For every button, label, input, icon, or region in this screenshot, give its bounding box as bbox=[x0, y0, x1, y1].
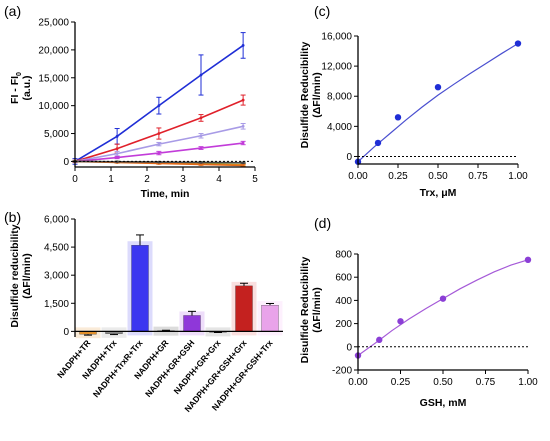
y-tick-label-b: 0 bbox=[63, 327, 69, 338]
data-point-a bbox=[199, 134, 203, 138]
data-point-a bbox=[199, 146, 203, 150]
panel-label-a: (a) bbox=[4, 3, 21, 19]
data-point-a bbox=[199, 116, 203, 120]
panel-label-c: (c) bbox=[314, 3, 330, 19]
x-tick-label: 0.25 bbox=[388, 171, 408, 182]
y-tick-label-a: 0 bbox=[63, 157, 69, 168]
x-tick-label: 1.00 bbox=[508, 171, 528, 182]
data-point bbox=[434, 84, 442, 91]
x-tick-label-a: 5 bbox=[252, 174, 258, 185]
bar-b bbox=[235, 285, 253, 332]
data-point-a bbox=[115, 152, 119, 156]
line-chart-a: 0 5,000 10,000 15,000 20,000 25,000 0 1 2 3 4 5 Tim… bbox=[9, 18, 258, 201]
data-point-a bbox=[241, 141, 245, 145]
y-tick-label-b: 4,500 bbox=[44, 243, 69, 254]
y-tick-label-b: 6,000 bbox=[44, 215, 69, 226]
x-tick-label: 0.50 bbox=[428, 171, 448, 182]
axis-x-label-d: GSH, mM bbox=[420, 397, 467, 409]
data-point bbox=[376, 336, 383, 344]
data-point-a bbox=[157, 104, 161, 108]
panel-label-d: (d) bbox=[314, 215, 331, 231]
data-point-a bbox=[241, 161, 245, 165]
bar-chart-b: 01,5003,0004,5006,000NADPH+TRNADPH+TrxNA… bbox=[9, 215, 283, 414]
axis-y-label-a: FI - FI0 bbox=[9, 72, 23, 104]
axis-y-unit-a: (a.u.) bbox=[21, 75, 33, 100]
x-tick-label: 0.25 bbox=[391, 377, 411, 388]
scatter-chart-c: 0 4,000 8,000 12,000 16,000 0.00 0.25 0.50 0.75 1… bbox=[299, 32, 528, 200]
x-tick-label-a: 1 bbox=[108, 174, 114, 185]
data-point-a bbox=[157, 132, 161, 135]
y-tick-label: -200 bbox=[332, 366, 352, 377]
axis-x-label-c: Trx, μM bbox=[420, 187, 457, 199]
y-tick-label: 12,000 bbox=[321, 62, 352, 73]
y-tick-label-a: 10,000 bbox=[38, 101, 69, 112]
data-point-a bbox=[241, 164, 245, 167]
data-point-a bbox=[157, 151, 161, 155]
data-point-a bbox=[199, 73, 203, 77]
data-point bbox=[514, 40, 522, 47]
data-point-a bbox=[115, 147, 119, 150]
y-tick-label: 0 bbox=[346, 342, 352, 353]
axis-y-label-b: Disulfide reducibility bbox=[9, 224, 21, 327]
y-tick-label: 400 bbox=[335, 296, 352, 307]
bar-b bbox=[131, 245, 149, 332]
x-tick-label: 0.50 bbox=[433, 377, 453, 388]
data-point-a bbox=[241, 124, 245, 128]
data-point bbox=[439, 295, 447, 302]
x-tick-label-a: 4 bbox=[216, 174, 222, 185]
data-point-a bbox=[241, 98, 245, 102]
data-point bbox=[397, 318, 404, 325]
bar-b bbox=[183, 315, 201, 332]
y-tick-label-b: 1,500 bbox=[44, 299, 69, 310]
data-point bbox=[374, 139, 382, 147]
series-a-1 bbox=[72, 94, 246, 164]
y-tick-label: 16,000 bbox=[321, 32, 352, 43]
x-tick-label: 1.00 bbox=[518, 377, 538, 388]
y-tick-label-b: 3,000 bbox=[44, 271, 69, 282]
y-tick-label-a: 15,000 bbox=[38, 73, 69, 84]
y-tick-label-a: 5,000 bbox=[44, 129, 69, 140]
x-tick-label-a: 3 bbox=[180, 174, 186, 185]
fit-curve bbox=[357, 43, 519, 163]
data-point-a bbox=[199, 163, 203, 166]
axis-y-unit-c: (ΔFl/min) bbox=[311, 72, 323, 117]
data-point bbox=[394, 114, 402, 121]
y-tick-label: 600 bbox=[335, 273, 352, 284]
y-tick-label: 0 bbox=[346, 152, 352, 163]
x-tick-label: 0.75 bbox=[476, 377, 496, 388]
data-point-a bbox=[241, 44, 245, 47]
y-tick-label: 800 bbox=[335, 250, 352, 261]
y-tick-label-a: 20,000 bbox=[38, 45, 69, 56]
x-tick-label-a: 2 bbox=[144, 174, 150, 185]
y-tick-label: 200 bbox=[335, 319, 352, 330]
x-tick-label: 0.75 bbox=[468, 171, 488, 182]
x-tick-label: 0.00 bbox=[348, 377, 368, 388]
y-tick-label: 4,000 bbox=[327, 122, 352, 133]
data-point-a bbox=[115, 134, 119, 138]
x-tick-label-a: 0 bbox=[72, 174, 78, 185]
scatter-chart-d: -200 0 200 400 600 800 0.00 0.25 0.50 0.75 1.00 GS… bbox=[299, 250, 538, 410]
axis-y-label-d: Disulfide Reducibility bbox=[299, 256, 311, 363]
data-point-a bbox=[157, 142, 161, 146]
category-label-b: NADPH+GR+Grx bbox=[171, 338, 222, 396]
axis-y-unit-b: (ΔFl/min) bbox=[21, 253, 33, 298]
axis-y-label-c: Disulfide Reducibility bbox=[299, 41, 311, 148]
bar-b bbox=[261, 305, 279, 332]
y-tick-label: 8,000 bbox=[327, 92, 352, 103]
panel-label-b: (b) bbox=[4, 209, 21, 225]
x-tick-label: 0.00 bbox=[348, 171, 368, 182]
y-tick-label-a: 25,000 bbox=[38, 18, 69, 29]
fit-curve bbox=[357, 259, 529, 356]
data-point-a bbox=[115, 156, 119, 159]
data-point bbox=[524, 256, 532, 263]
axis-y-unit-d: (ΔFl/min) bbox=[311, 287, 323, 332]
axis-x-label-a: Time, min bbox=[141, 188, 190, 200]
